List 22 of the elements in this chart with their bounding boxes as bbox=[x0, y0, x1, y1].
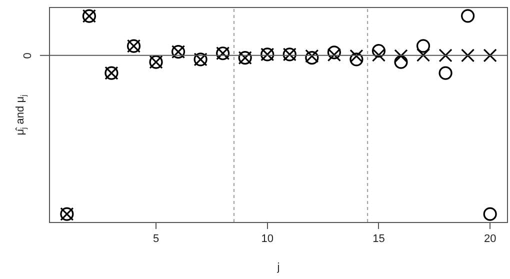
point bbox=[416, 39, 430, 53]
ref-line-label: 0 bbox=[22, 52, 34, 59]
point bbox=[438, 66, 452, 80]
point bbox=[394, 49, 408, 63]
x-axis-title: j bbox=[276, 261, 280, 274]
x-tick-label: 5 bbox=[152, 233, 160, 246]
point bbox=[327, 46, 341, 60]
point bbox=[461, 48, 475, 62]
x-tick-label: 10 bbox=[261, 233, 274, 246]
point bbox=[350, 52, 364, 66]
point bbox=[461, 9, 475, 23]
point bbox=[416, 48, 430, 62]
point bbox=[327, 48, 341, 62]
x-tick-label: 15 bbox=[372, 233, 385, 246]
point bbox=[483, 48, 497, 62]
point bbox=[372, 48, 386, 62]
point bbox=[438, 48, 452, 62]
x-tick-label: 20 bbox=[484, 233, 496, 246]
point bbox=[394, 55, 408, 69]
point bbox=[483, 207, 497, 221]
point bbox=[350, 49, 364, 63]
point bbox=[372, 44, 386, 58]
